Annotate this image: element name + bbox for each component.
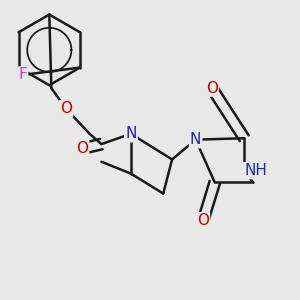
Text: O: O [60,101,72,116]
Text: N: N [190,132,201,147]
Text: NH: NH [244,163,267,178]
Text: F: F [18,68,27,82]
Text: O: O [206,81,218,96]
Text: N: N [125,126,136,141]
Text: O: O [76,141,88,156]
Text: O: O [197,213,209,228]
